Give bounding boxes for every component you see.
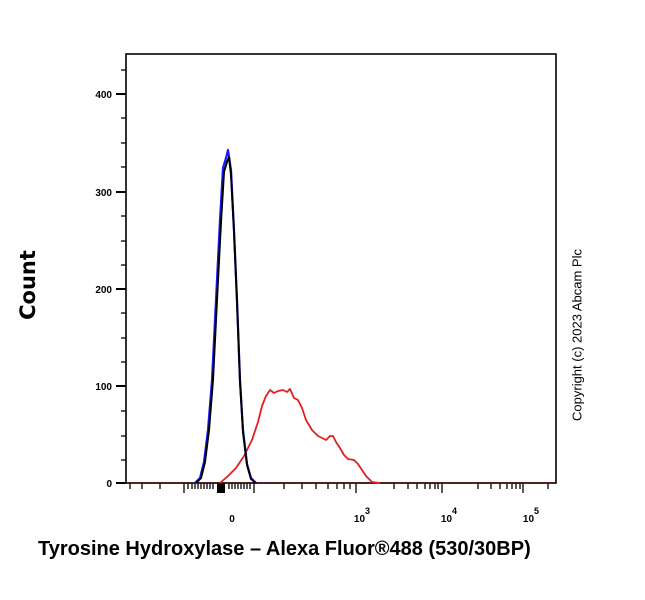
x-axis-ticks [129, 483, 549, 493]
y-tick-400: 400 [95, 90, 112, 101]
x-tick-1e4: 104 [441, 506, 457, 525]
y-tick-200: 200 [95, 285, 112, 296]
x-tick-0: 0 [229, 514, 235, 525]
y-tick-100: 100 [95, 382, 112, 393]
y-tick-0: 0 [106, 479, 112, 490]
y-tick-300: 300 [95, 188, 112, 199]
x-tick-1e3: 103 [354, 506, 370, 525]
series-th-stained [219, 388, 381, 484]
zero-marker [217, 483, 225, 493]
series-unstained [194, 148, 257, 484]
x-axis-title: Tyrosine Hydroxylase – Alexa Fluor®488 (… [38, 538, 531, 560]
y-axis-minor-ticks [121, 69, 126, 461]
y-axis-ticks [116, 93, 126, 484]
series-isotype [195, 156, 257, 484]
x-tick-1e5: 105 [523, 506, 539, 525]
plot-frame [125, 53, 557, 484]
